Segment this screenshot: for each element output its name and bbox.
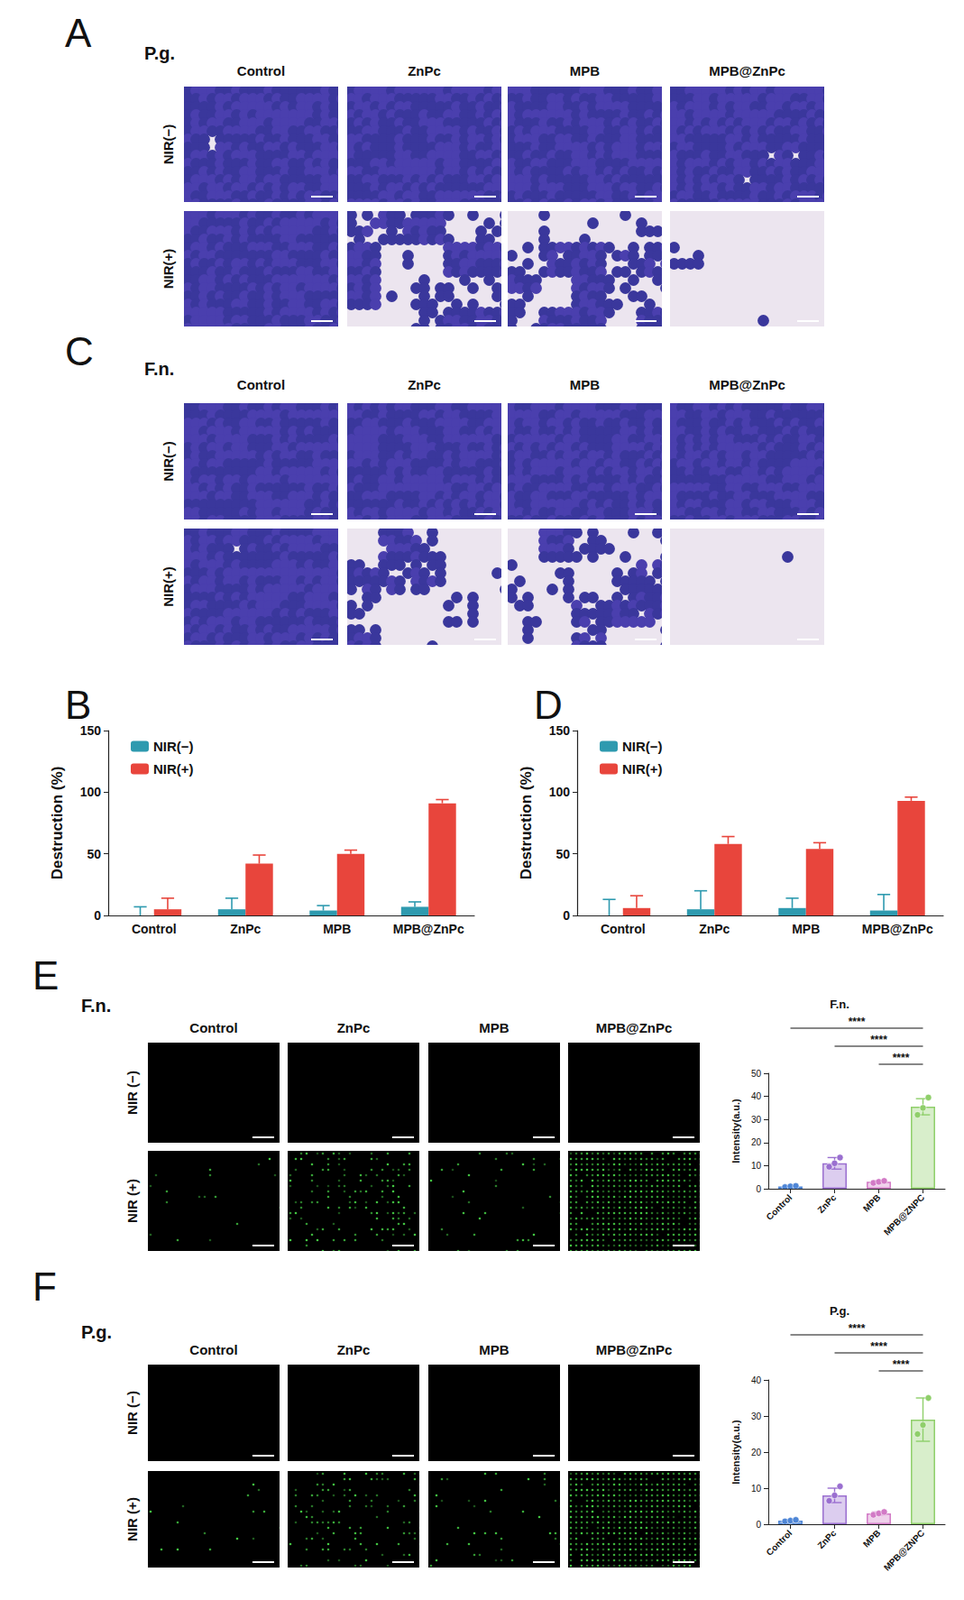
svg-text:ZnPc: ZnPc xyxy=(337,1019,371,1036)
svg-text:Control: Control xyxy=(764,1527,795,1558)
svg-text:0: 0 xyxy=(755,1519,762,1530)
svg-text:40: 40 xyxy=(751,1091,763,1102)
svg-text:ZnPc: ZnPc xyxy=(229,921,261,937)
svg-text:P.g.: P.g. xyxy=(81,1322,112,1342)
svg-text:****: **** xyxy=(870,1340,888,1353)
svg-text:P.g.: P.g. xyxy=(829,1303,850,1318)
svg-text:150: 150 xyxy=(80,723,102,738)
svg-text:MPB@ZnPc: MPB@ZnPc xyxy=(708,376,786,393)
svg-text:****: **** xyxy=(848,1322,866,1335)
svg-text:MPB: MPB xyxy=(791,921,820,937)
svg-text:****: **** xyxy=(892,1358,910,1371)
svg-text:Intensity(a.u.): Intensity(a.u.) xyxy=(730,1098,742,1164)
svg-text:ZnPc: ZnPc xyxy=(698,921,730,937)
svg-text:20: 20 xyxy=(751,1137,763,1148)
svg-text:50: 50 xyxy=(86,846,101,862)
svg-text:Control: Control xyxy=(131,921,177,937)
svg-text:F: F xyxy=(32,1264,57,1309)
svg-text:10: 10 xyxy=(751,1483,763,1494)
svg-text:NIR(−): NIR(−) xyxy=(622,738,663,754)
svg-text:****: **** xyxy=(870,1033,888,1047)
svg-text:MPB: MPB xyxy=(569,376,601,393)
svg-text:MPB: MPB xyxy=(478,1019,510,1036)
svg-text:MPB@ZnPc: MPB@ZnPc xyxy=(708,63,786,79)
svg-text:****: **** xyxy=(892,1051,910,1065)
svg-text:A: A xyxy=(64,10,92,56)
svg-text:0: 0 xyxy=(93,908,101,923)
svg-text:0: 0 xyxy=(562,908,570,923)
svg-text:NIR(+): NIR(+) xyxy=(153,761,194,777)
svg-text:ZnPc: ZnPc xyxy=(815,1527,838,1551)
svg-text:MPB@ZnPc: MPB@ZnPc xyxy=(596,1341,673,1358)
svg-text:Control: Control xyxy=(764,1192,795,1222)
svg-text:0: 0 xyxy=(755,1184,762,1194)
svg-text:NIR (−): NIR (−) xyxy=(124,1070,140,1115)
svg-text:****: **** xyxy=(848,1015,866,1029)
svg-text:MPB@ZNPC: MPB@ZNPC xyxy=(881,1192,928,1238)
svg-text:Control: Control xyxy=(189,1341,238,1358)
svg-text:NIR(−): NIR(−) xyxy=(153,738,194,754)
svg-text:F.n.: F.n. xyxy=(829,997,850,1011)
svg-text:ZnPc: ZnPc xyxy=(815,1192,838,1215)
svg-text:NIR(−): NIR(−) xyxy=(160,440,176,482)
svg-text:MPB: MPB xyxy=(569,63,601,79)
svg-text:150: 150 xyxy=(549,723,571,738)
svg-text:Destruction (%): Destruction (%) xyxy=(517,766,535,881)
svg-text:ZnPc: ZnPc xyxy=(407,376,441,393)
svg-text:NIR(−): NIR(−) xyxy=(160,124,176,166)
svg-text:NIR(+): NIR(+) xyxy=(622,761,663,777)
svg-text:MPB: MPB xyxy=(861,1527,882,1549)
svg-text:100: 100 xyxy=(549,784,571,799)
svg-text:MPB@ZnPc: MPB@ZnPc xyxy=(393,921,465,937)
svg-text:Destruction (%): Destruction (%) xyxy=(48,766,66,881)
svg-text:Control: Control xyxy=(237,63,285,79)
svg-text:Intensity(a.u.): Intensity(a.u.) xyxy=(730,1419,742,1485)
svg-text:50: 50 xyxy=(555,846,570,862)
svg-text:MPB: MPB xyxy=(322,921,351,937)
svg-text:MPB: MPB xyxy=(861,1192,882,1213)
svg-text:D: D xyxy=(533,682,563,727)
svg-text:ZnPc: ZnPc xyxy=(337,1341,371,1358)
svg-text:30: 30 xyxy=(751,1411,763,1422)
svg-text:Control: Control xyxy=(600,921,646,937)
svg-text:MPB@ZnPc: MPB@ZnPc xyxy=(596,1019,673,1036)
svg-text:NIR (−): NIR (−) xyxy=(124,1390,140,1435)
svg-text:10: 10 xyxy=(751,1160,763,1171)
svg-text:E: E xyxy=(32,953,59,998)
svg-text:NIR (+): NIR (+) xyxy=(124,1496,140,1542)
svg-text:ZnPc: ZnPc xyxy=(407,63,441,79)
svg-text:Control: Control xyxy=(237,376,285,393)
svg-text:B: B xyxy=(64,682,92,727)
svg-text:MPB@ZnPc: MPB@ZnPc xyxy=(862,921,934,937)
svg-text:40: 40 xyxy=(751,1375,763,1386)
svg-text:50: 50 xyxy=(751,1068,763,1079)
svg-text:MPB: MPB xyxy=(478,1341,510,1358)
svg-text:F.n.: F.n. xyxy=(81,995,111,1016)
svg-text:C: C xyxy=(64,329,94,374)
svg-text:20: 20 xyxy=(751,1447,763,1458)
svg-text:MPB@ZNPC: MPB@ZNPC xyxy=(881,1527,928,1573)
svg-text:NIR(+): NIR(+) xyxy=(160,248,176,290)
svg-text:NIR(+): NIR(+) xyxy=(160,566,176,607)
svg-text:100: 100 xyxy=(80,784,102,799)
svg-text:NIR (+): NIR (+) xyxy=(124,1178,140,1223)
svg-text:P.g.: P.g. xyxy=(144,43,175,64)
svg-text:Control: Control xyxy=(189,1019,238,1036)
svg-text:F.n.: F.n. xyxy=(144,358,175,379)
svg-text:30: 30 xyxy=(751,1114,763,1125)
